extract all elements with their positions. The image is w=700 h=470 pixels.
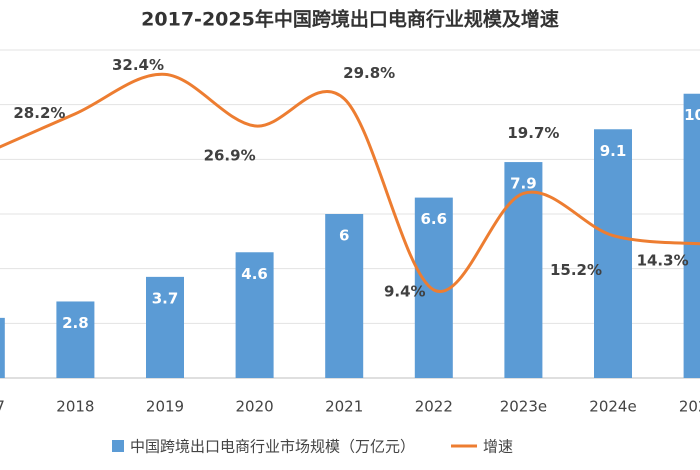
x-tick-label: 2024e [589,398,636,416]
chart-title: 2017-2025年中国跨境出口电商行业规模及增速 [141,8,559,31]
bar-value-label: 10.4 [684,106,700,124]
line-value-label: 32.4% [112,56,164,74]
legend-swatch [112,440,124,452]
bar [683,93,700,378]
bar-value-label: 4.6 [241,265,268,283]
legend-label: 中国跨境出口电商行业市场规模（万亿元） [130,438,415,456]
bar [146,276,184,378]
x-tick-label: 2021 [325,398,363,416]
x-tick-label: 2018 [56,398,94,416]
line-value-label: 15.2% [550,261,602,279]
x-tick-label: 2017 [0,398,5,416]
bar [504,162,543,378]
x-tick-label: 2023e [500,398,547,416]
line-value-label: 26.9% [204,146,256,164]
bar [414,197,453,378]
line-value-label: 14.3% [637,251,689,269]
bar [56,301,95,378]
bar [594,129,632,378]
growth-line [0,72,700,294]
bar [0,317,5,378]
bar [235,252,274,378]
bar-value-label: 9.1 [600,142,627,160]
bar-value-label: 7.9 [510,175,537,193]
bar-value-label: 6.6 [421,210,448,228]
x-tick-label: 2022 [415,398,453,416]
bar [325,214,364,378]
line-value-label: 19.7% [507,124,559,142]
line-value-label: 28.2% [13,104,65,122]
x-tick-label: 2019 [146,398,184,416]
line-value-label: 29.8% [343,64,395,82]
bar-value-label: 6 [339,227,349,245]
x-tick-label: 2025e [679,398,700,416]
bar-value-label: 3.7 [152,289,179,307]
x-tick-label: 2020 [236,398,274,416]
legend-label: 增速 [483,438,513,456]
line-value-label: 9.4% [384,282,426,300]
bar-value-label: 2.8 [62,314,89,332]
